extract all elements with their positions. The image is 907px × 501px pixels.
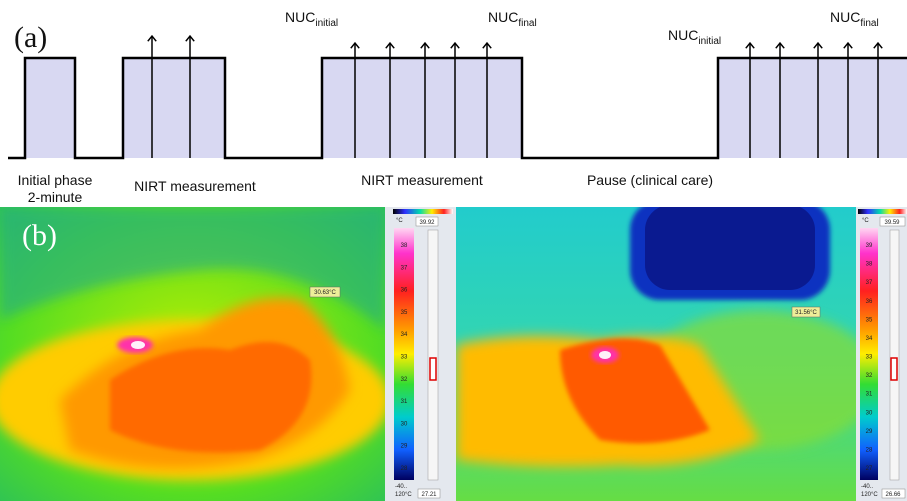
scale-tick-label: 36 (401, 288, 408, 294)
panel-label: (b) (22, 219, 57, 252)
scale-tick-label: 32 (401, 377, 408, 383)
thermal-image: 31.56°C (456, 200, 880, 501)
scale-tick-label: 33 (401, 355, 408, 361)
scale-tick-label: 29 (866, 429, 873, 435)
scale-tick-label: 28 (401, 466, 408, 472)
scale-min: 26.66 (885, 492, 901, 498)
nuc-label: NUCinitial (285, 9, 338, 29)
phase-label: Initial phase (18, 172, 93, 188)
temperature-scale: °C 39.59 39 38 37 36 35 34 33 32 31 30 29 28 27 -40.… (856, 207, 907, 501)
phase-label: 2-minute (28, 189, 83, 205)
scale-unit: °C (862, 218, 869, 224)
shape (890, 230, 899, 480)
shape (428, 230, 438, 480)
shape (891, 358, 897, 380)
scale-tick-label: 29 (401, 444, 408, 450)
pulse (123, 58, 225, 158)
shape: NUC (830, 9, 860, 25)
scale-tick-label: 37 (401, 265, 408, 271)
scale-tick-label: 36 (866, 299, 873, 305)
shape: NUC (488, 9, 518, 25)
scale-tick-label: 34 (866, 336, 873, 342)
scale-tick-label: 35 (401, 310, 408, 316)
shape (430, 358, 436, 380)
shape: NUC (285, 9, 315, 25)
scale-tick-label: 32 (866, 373, 873, 379)
scale-tick-label: 37 (866, 280, 873, 286)
phase-label: Pause (clinical care) (587, 172, 713, 188)
scale-tick-label: 31 (866, 392, 873, 398)
scale-max: 39.59 (884, 220, 900, 226)
scale-tick-label: 35 (866, 317, 873, 323)
spot-temperature: 30.63°C (314, 290, 336, 296)
pulse (322, 58, 522, 158)
nuc-label: NUCfinal (830, 9, 879, 29)
shape: final (518, 18, 536, 29)
shape: initial (698, 36, 721, 47)
phase-label: NIRT measurement (361, 172, 483, 188)
scale-tick-label: 34 (401, 332, 408, 338)
scale-range: -40.. (395, 484, 407, 490)
scale-min: 27.21 (421, 492, 437, 498)
spot-temperature: 31.56°C (795, 310, 817, 316)
timing-diagram: (a) NUCinitial NUCfinal NUCinitial NUCfi… (8, 9, 907, 205)
scale-tick-label: 27 (866, 466, 873, 472)
shape (131, 341, 145, 349)
scale-tick-label: 33 (866, 355, 873, 361)
shape (599, 351, 611, 359)
scale-range: 120°C (395, 492, 412, 498)
nuc-label: NUCfinal (488, 9, 537, 29)
temperature-scale: °C 39.92 38 37 36 35 34 33 32 31 30 29 28 -40.. 12… (385, 207, 456, 501)
scale-max: 39.92 (419, 220, 435, 226)
scale-tick-label: 31 (401, 399, 408, 405)
shape: initial (315, 18, 338, 29)
scale-tick-label: 39 (866, 243, 873, 249)
shape (858, 209, 907, 214)
shape (645, 205, 815, 290)
shape: NUC (668, 27, 698, 43)
thermal-image: 30.63°C (b) (0, 207, 390, 501)
shape: final (860, 18, 878, 29)
scale-range: -40.. (861, 484, 873, 490)
scale-tick-label: 28 (866, 447, 873, 453)
nuc-label: NUCinitial (668, 27, 721, 47)
scale-range: 120°C (861, 492, 878, 498)
pulse (25, 58, 75, 158)
scale-tick-label: 30 (401, 421, 408, 427)
phase-label: NIRT measurement (134, 178, 256, 194)
shape (393, 209, 453, 214)
figure: (a) NUCinitial NUCfinal NUCinitial NUCfi… (0, 0, 907, 501)
scale-unit: °C (396, 218, 403, 224)
scale-tick-label: 30 (866, 410, 873, 416)
panel-label: (a) (14, 21, 47, 54)
scale-tick-label: 38 (866, 262, 873, 268)
scale-tick-label: 38 (401, 243, 408, 249)
